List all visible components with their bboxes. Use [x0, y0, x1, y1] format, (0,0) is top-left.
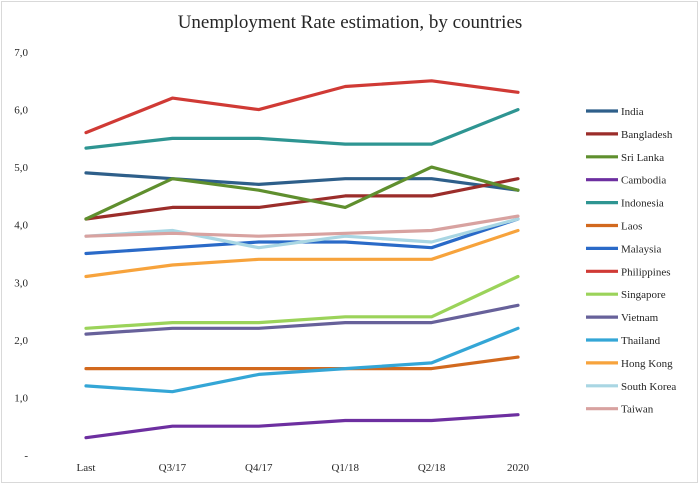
- legend-label: Malaysia: [621, 243, 661, 255]
- y-tick-label: 4,0: [14, 220, 28, 232]
- y-tick-label: 2,0: [14, 335, 28, 347]
- y-tick-label: 7,0: [14, 47, 28, 59]
- y-tick-label: 6,0: [14, 105, 28, 117]
- chart-title: Unemployment Rate estimation, by countri…: [178, 12, 523, 33]
- legend-label: Philippines: [621, 266, 671, 278]
- series-line-south-korea: [84, 217, 520, 250]
- x-tick-label: Q1/18: [331, 462, 359, 474]
- legend-label: Laos: [621, 221, 642, 233]
- legend-item-taiwan: Taiwan: [586, 404, 654, 416]
- series-line-cambodia: [84, 413, 520, 440]
- x-tick-label: 2020: [507, 462, 530, 474]
- legend-label: Hong Kong: [621, 358, 673, 370]
- legend-label: Indonesia: [621, 198, 664, 210]
- y-tick-label: 5,0: [14, 162, 28, 174]
- legend-item-bangladesh: Bangladesh: [586, 129, 673, 141]
- legend-item-laos: Laos: [586, 221, 642, 233]
- legend-item-philippines: Philippines: [586, 266, 671, 278]
- y-tick-label: 3,0: [14, 277, 28, 289]
- x-tick-label: Q4/17: [245, 462, 273, 474]
- legend-item-cambodia: Cambodia: [586, 175, 666, 187]
- legend-item-vietnam: Vietnam: [586, 312, 659, 324]
- legend-item-south-korea: South Korea: [586, 381, 676, 393]
- legend-label: Taiwan: [621, 404, 654, 416]
- legend-label: Sri Lanka: [621, 152, 664, 164]
- legend-item-sri-lanka: Sri Lanka: [586, 152, 664, 164]
- series-line-indonesia: [84, 107, 520, 150]
- legend: India Bangladesh Sri Lanka Cambodia Indonesi…: [586, 106, 676, 416]
- x-tick-label: Last: [77, 462, 96, 474]
- legend-label: Thailand: [621, 335, 661, 347]
- series-layer: [84, 79, 520, 440]
- legend-label: Vietnam: [621, 312, 659, 324]
- legend-label: Singapore: [621, 289, 666, 301]
- series-line-vietnam: [84, 303, 520, 336]
- series-line-laos: [84, 355, 520, 371]
- legend-label: India: [621, 106, 644, 118]
- legend-item-singapore: Singapore: [586, 289, 666, 301]
- series-line-taiwan: [84, 214, 520, 238]
- series-line-india: [84, 171, 520, 192]
- legend-item-hong-kong: Hong Kong: [586, 358, 673, 370]
- legend-item-indonesia: Indonesia: [586, 198, 664, 210]
- y-tick-label: -: [24, 450, 28, 462]
- series-line-hong-kong: [84, 228, 520, 279]
- series-line-bangladesh: [84, 177, 520, 221]
- legend-item-thailand: Thailand: [586, 335, 661, 347]
- series-line-thailand: [84, 326, 520, 394]
- axes: - 1,0 2,0 3,0 4,0 5,0 6,0 7,0 Last Q3/17 Q4/17 Q1/1…: [14, 47, 529, 474]
- legend-item-malaysia: Malaysia: [586, 243, 661, 255]
- series-line-sri-lanka: [84, 165, 520, 221]
- y-tick-label: 1,0: [14, 392, 28, 404]
- series-line-singapore: [84, 274, 520, 330]
- legend-label: Bangladesh: [621, 129, 673, 141]
- legend-label: Cambodia: [621, 175, 666, 187]
- x-tick-label: Q2/18: [418, 462, 446, 474]
- legend-item-india: India: [586, 106, 644, 118]
- legend-label: South Korea: [621, 381, 676, 393]
- series-line-philippines: [84, 79, 520, 135]
- x-tick-label: Q3/17: [159, 462, 187, 474]
